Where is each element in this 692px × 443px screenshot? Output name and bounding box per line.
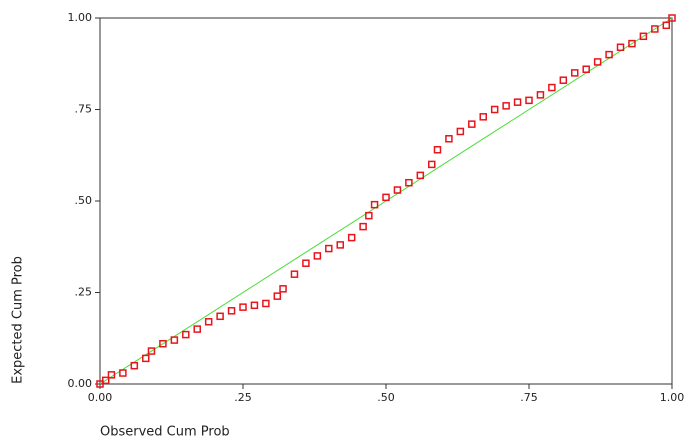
- point: [204, 318, 213, 326]
- point: [639, 32, 648, 41]
- point: [382, 193, 390, 202]
- point: [370, 200, 379, 209]
- x-tick-label: 1.00: [660, 391, 685, 404]
- point: [147, 347, 156, 355]
- point: [130, 361, 139, 370]
- x-axis-label: Observed Cum Prob: [100, 425, 230, 440]
- point: [536, 91, 545, 99]
- y-axis-label: Expected Cum Prob: [11, 256, 26, 384]
- point: [336, 241, 344, 249]
- point: [416, 171, 425, 180]
- point: [559, 76, 568, 84]
- point: [250, 301, 259, 310]
- point: [548, 83, 556, 92]
- x-tick-label: 0.00: [88, 391, 113, 404]
- point: [651, 25, 659, 33]
- point: [193, 325, 201, 333]
- point: [513, 98, 522, 106]
- point: [456, 127, 465, 136]
- point: [290, 270, 299, 278]
- point: [571, 69, 579, 77]
- point: [159, 339, 167, 348]
- point: [433, 146, 442, 154]
- x-tick-label: .75: [520, 391, 538, 404]
- y-tick-label: .50: [75, 194, 93, 207]
- point: [662, 21, 671, 30]
- point: [365, 211, 373, 220]
- y-tick-label: 1.00: [68, 11, 93, 24]
- point: [490, 105, 499, 114]
- y-tick-label: .25: [75, 286, 93, 299]
- point: [405, 178, 413, 187]
- point: [119, 369, 127, 377]
- point: [182, 330, 190, 339]
- point: [262, 299, 270, 308]
- point: [468, 120, 476, 128]
- point: [313, 252, 322, 260]
- point: [279, 285, 287, 293]
- point: [628, 39, 636, 48]
- point: [273, 292, 282, 300]
- point: [142, 354, 150, 363]
- point: [668, 14, 676, 22]
- point: [216, 312, 224, 321]
- point: [239, 303, 247, 311]
- point: [479, 113, 487, 121]
- point: [445, 135, 453, 143]
- point: [582, 65, 590, 73]
- point: [605, 50, 613, 59]
- point: [428, 160, 436, 169]
- y-tick-label: .75: [75, 103, 93, 116]
- y-tick-label: 0.00: [68, 377, 93, 390]
- point: [502, 102, 510, 110]
- point: [302, 259, 310, 267]
- point: [107, 371, 116, 379]
- point: [101, 376, 110, 385]
- point: [593, 58, 602, 66]
- point: [393, 186, 402, 194]
- point: [325, 244, 333, 253]
- point: [616, 43, 625, 52]
- x-tick-label: .50: [377, 391, 395, 404]
- point: [525, 96, 533, 105]
- point: [359, 222, 367, 231]
- point: [227, 307, 236, 315]
- point: [170, 336, 179, 344]
- x-tick-label: .25: [234, 391, 252, 404]
- point: [347, 233, 356, 242]
